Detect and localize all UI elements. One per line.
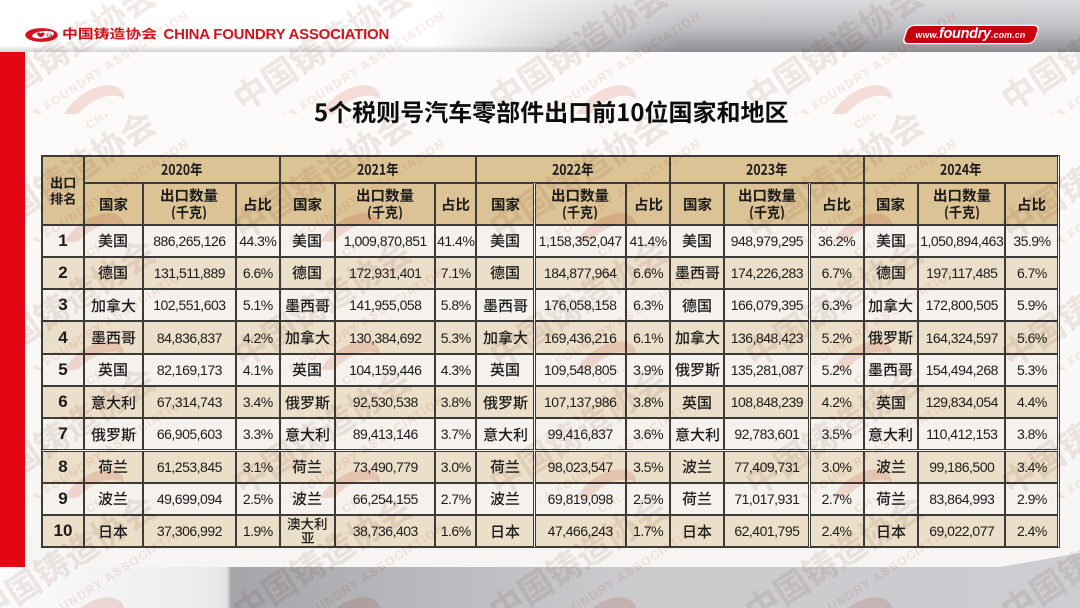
svg-text:FA: FA xyxy=(47,32,54,37)
